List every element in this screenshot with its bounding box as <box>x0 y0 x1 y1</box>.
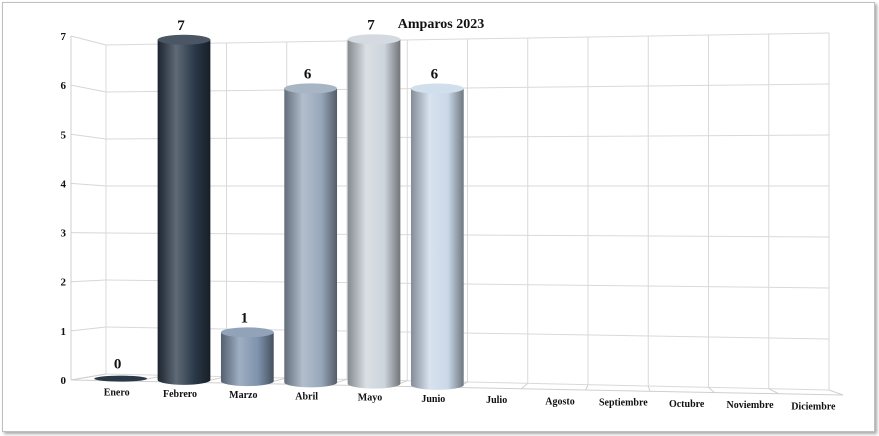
y-tick-label: 7 <box>61 31 67 43</box>
bar-top <box>220 327 274 338</box>
y-tick-label: 2 <box>61 277 67 289</box>
x-tick-label: Enero <box>104 388 130 399</box>
bar-chart: 0 1 2 3 4 5 6 7 0 7 1 6 7 6 Enero Febrero Marzo Abril Ma… <box>61 17 844 413</box>
data-label: 6 <box>431 66 439 82</box>
chart-frame: 0 1 2 3 4 5 6 7 0 7 1 6 7 6 Enero Febrero Marzo Abril Ma… <box>2 2 875 432</box>
data-label: 7 <box>177 18 185 34</box>
x-tick-label: Diciembre <box>791 401 836 412</box>
x-tick-label: Octubre <box>669 399 705 410</box>
bar-junio <box>410 83 464 390</box>
data-label: 1 <box>241 310 249 326</box>
y-tick-label: 6 <box>61 80 67 92</box>
bar-top <box>347 34 401 45</box>
y-tick-label: 0 <box>61 375 67 387</box>
x-axis-labels: Enero Febrero Marzo Abril Mayo Junio Julio Agos… <box>104 388 836 413</box>
bar-top <box>410 83 464 94</box>
y-axis-ticks: 0 1 2 3 4 5 6 7 <box>61 31 67 387</box>
data-label: 7 <box>367 17 375 33</box>
bar-top <box>94 375 148 382</box>
x-tick-label: Julio <box>486 395 507 406</box>
y-tick-label: 1 <box>61 326 67 338</box>
bar-abril <box>284 83 338 388</box>
y-tick-label: 5 <box>61 129 67 141</box>
data-label: 6 <box>304 66 312 82</box>
x-tick-label: Agosto <box>545 396 574 407</box>
x-tick-label: Junio <box>421 394 445 405</box>
bar-febrero <box>157 34 211 385</box>
bar-mayo <box>347 34 401 389</box>
bar-top <box>284 83 338 94</box>
data-labels: 0 7 1 6 7 6 <box>114 17 439 372</box>
x-tick-label: Mayo <box>358 393 382 404</box>
y-tick-label: 4 <box>61 178 67 190</box>
bar-marzo <box>220 327 274 387</box>
bar-body <box>157 39 211 385</box>
data-label: 0 <box>114 357 122 373</box>
bar-body <box>347 39 401 389</box>
bar-body <box>220 332 274 387</box>
x-tick-label: Noviembre <box>726 400 774 411</box>
bar-body <box>410 88 464 390</box>
bar-top <box>157 34 211 45</box>
x-tick-label: Marzo <box>229 390 257 401</box>
x-tick-label: Septiembre <box>599 398 648 409</box>
bar-body <box>284 88 338 388</box>
bars <box>94 34 464 390</box>
chart-title: Amparos 2023 <box>398 17 484 32</box>
x-tick-label: Abril <box>295 391 318 402</box>
bar-enero <box>94 375 148 382</box>
y-tick-label: 3 <box>61 228 67 240</box>
x-tick-label: Febrero <box>163 389 197 400</box>
